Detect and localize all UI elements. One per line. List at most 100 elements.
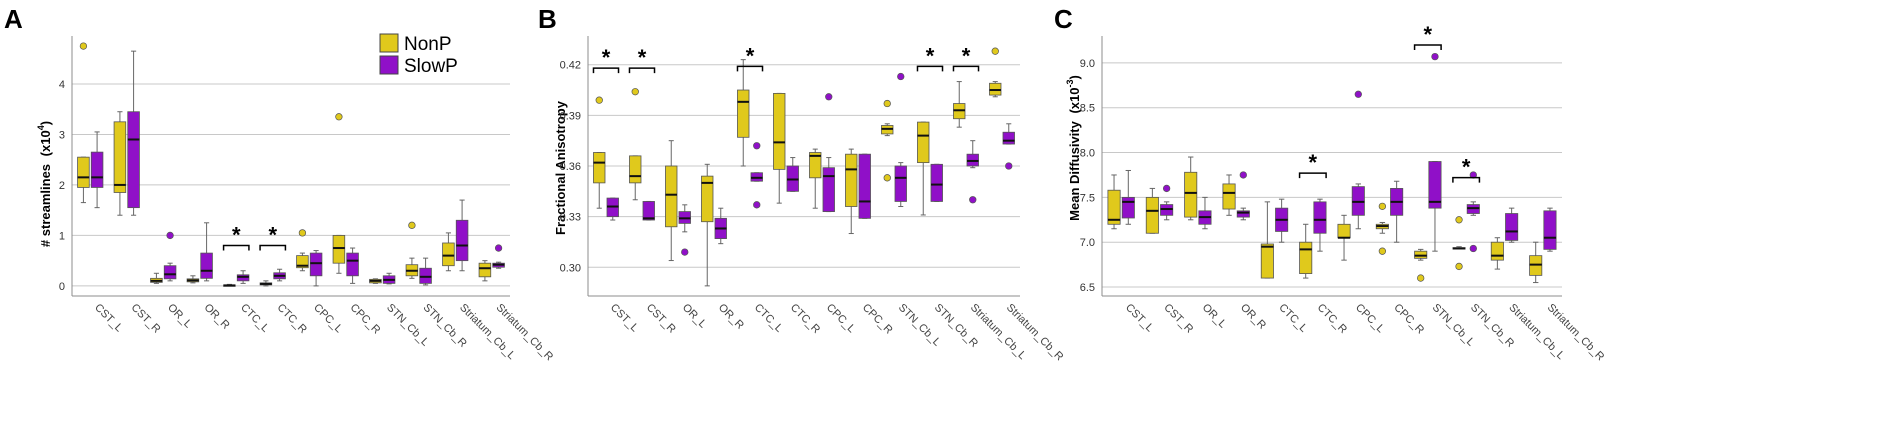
panel-a-xtick-label: CTC_L	[238, 302, 271, 335]
box-slowp	[966, 140, 979, 204]
box-nonp	[1452, 216, 1466, 271]
significance-marker: *	[916, 43, 944, 72]
box-nonp	[296, 229, 309, 272]
box-slowp	[382, 272, 396, 285]
box-slowp	[309, 250, 323, 287]
outlier-point	[1239, 171, 1247, 179]
significance-star: *	[1462, 155, 1471, 180]
box-body	[1313, 201, 1327, 234]
significance-bracket	[222, 244, 250, 251]
box-nonp	[593, 96, 606, 209]
box-body	[845, 153, 858, 207]
box-slowp	[606, 197, 619, 221]
box-slowp	[822, 93, 835, 213]
outlier-point	[1417, 274, 1425, 282]
box-nonp	[737, 59, 750, 167]
panel-b-xtick-label: CST_R	[644, 302, 678, 336]
box-slowp	[642, 200, 655, 221]
box-body	[442, 242, 455, 267]
box-body	[77, 156, 90, 188]
box-body	[1543, 210, 1557, 250]
significance-star: *	[746, 43, 755, 68]
box-nonp	[1107, 174, 1121, 230]
box-nonp	[1184, 156, 1198, 221]
outlier-point	[897, 72, 905, 81]
outlier-point	[991, 47, 999, 55]
legend-label-nonp: NonP	[404, 34, 452, 55]
box-body	[1490, 241, 1504, 261]
panel-a: 0 1 2 3 4 CST_L CST_R OR_L OR_R CTC_L CTC_R CPC_L CP…	[59, 36, 555, 363]
box-slowp	[492, 244, 505, 269]
panel-a-ytick-label: 1	[59, 230, 65, 242]
box-nonp	[369, 278, 382, 284]
box-body	[113, 121, 127, 193]
panel-c-ylabel-text: Mean Diffusivity	[1067, 120, 1082, 220]
panel-a-label: A	[4, 4, 23, 34]
panel-c-ytick-label: 6.5	[1080, 282, 1095, 294]
panel-a-ylabel-exp: 4	[36, 125, 46, 130]
box-body	[455, 219, 469, 262]
box-nonp	[259, 280, 273, 287]
panel-b-ytick-label: 0.36	[560, 161, 581, 173]
outlier-point	[753, 201, 761, 209]
box-body	[1428, 161, 1442, 209]
box-nonp	[1260, 201, 1274, 279]
box-nonp	[223, 283, 236, 287]
outlier-point	[1378, 202, 1387, 210]
panel-b-xtick-label: CTC_L	[752, 302, 785, 335]
box-body	[332, 235, 346, 264]
significance-bracket	[592, 67, 620, 74]
box-nonp	[665, 140, 678, 262]
box-slowp	[419, 257, 432, 286]
outlier-point	[883, 174, 891, 182]
box-body	[1184, 171, 1198, 218]
legend: NonP SlowP	[379, 33, 458, 77]
panel-c-ylabel-units: (x10	[1067, 88, 1082, 114]
box-body	[642, 201, 655, 221]
box-nonp	[1222, 174, 1236, 216]
box-slowp	[1505, 207, 1519, 243]
box-body	[1222, 183, 1236, 210]
significance-star: *	[268, 223, 277, 248]
box-body	[773, 93, 786, 170]
box-slowp	[236, 270, 250, 284]
box-body	[90, 151, 104, 188]
box-body	[593, 152, 606, 184]
box-slowp	[1160, 184, 1174, 221]
outlier-point	[883, 99, 891, 108]
box-slowp	[1390, 180, 1404, 243]
outlier-point	[631, 88, 639, 96]
significance-bracket	[259, 244, 287, 251]
box-body	[1299, 241, 1313, 274]
significance-star: *	[638, 45, 647, 70]
box-body	[917, 121, 930, 164]
significance-marker: *	[736, 43, 764, 72]
box-slowp	[750, 142, 763, 209]
panel-b-label: B	[538, 4, 557, 34]
box-nonp	[186, 275, 200, 284]
panel-c-ylabel-exp: -3	[1065, 79, 1075, 87]
box-body	[629, 155, 642, 184]
legend-label-slowp: SlowP	[404, 56, 458, 77]
box-nonp	[881, 99, 894, 182]
box-nonp	[1490, 237, 1504, 270]
box-body	[309, 252, 323, 277]
box-slowp	[1351, 90, 1365, 230]
box-body	[1002, 131, 1015, 145]
box-slowp	[273, 268, 286, 282]
significance-star: *	[926, 43, 935, 68]
box-body	[1505, 213, 1519, 241]
box-body	[1107, 189, 1121, 225]
panel-a-ylabel-units: (x10	[38, 130, 53, 156]
box-body	[478, 262, 492, 278]
significance-marker: *	[952, 43, 980, 72]
box-nonp	[442, 232, 455, 272]
panel-b-xtick-label: CTC_R	[788, 302, 822, 336]
panel-b-ytick-label: 0.42	[560, 60, 581, 72]
box-slowp	[346, 247, 359, 284]
panel-c-xtick-label: CTC_L	[1276, 302, 1309, 335]
box-slowp	[786, 157, 799, 192]
box-slowp	[163, 231, 177, 282]
